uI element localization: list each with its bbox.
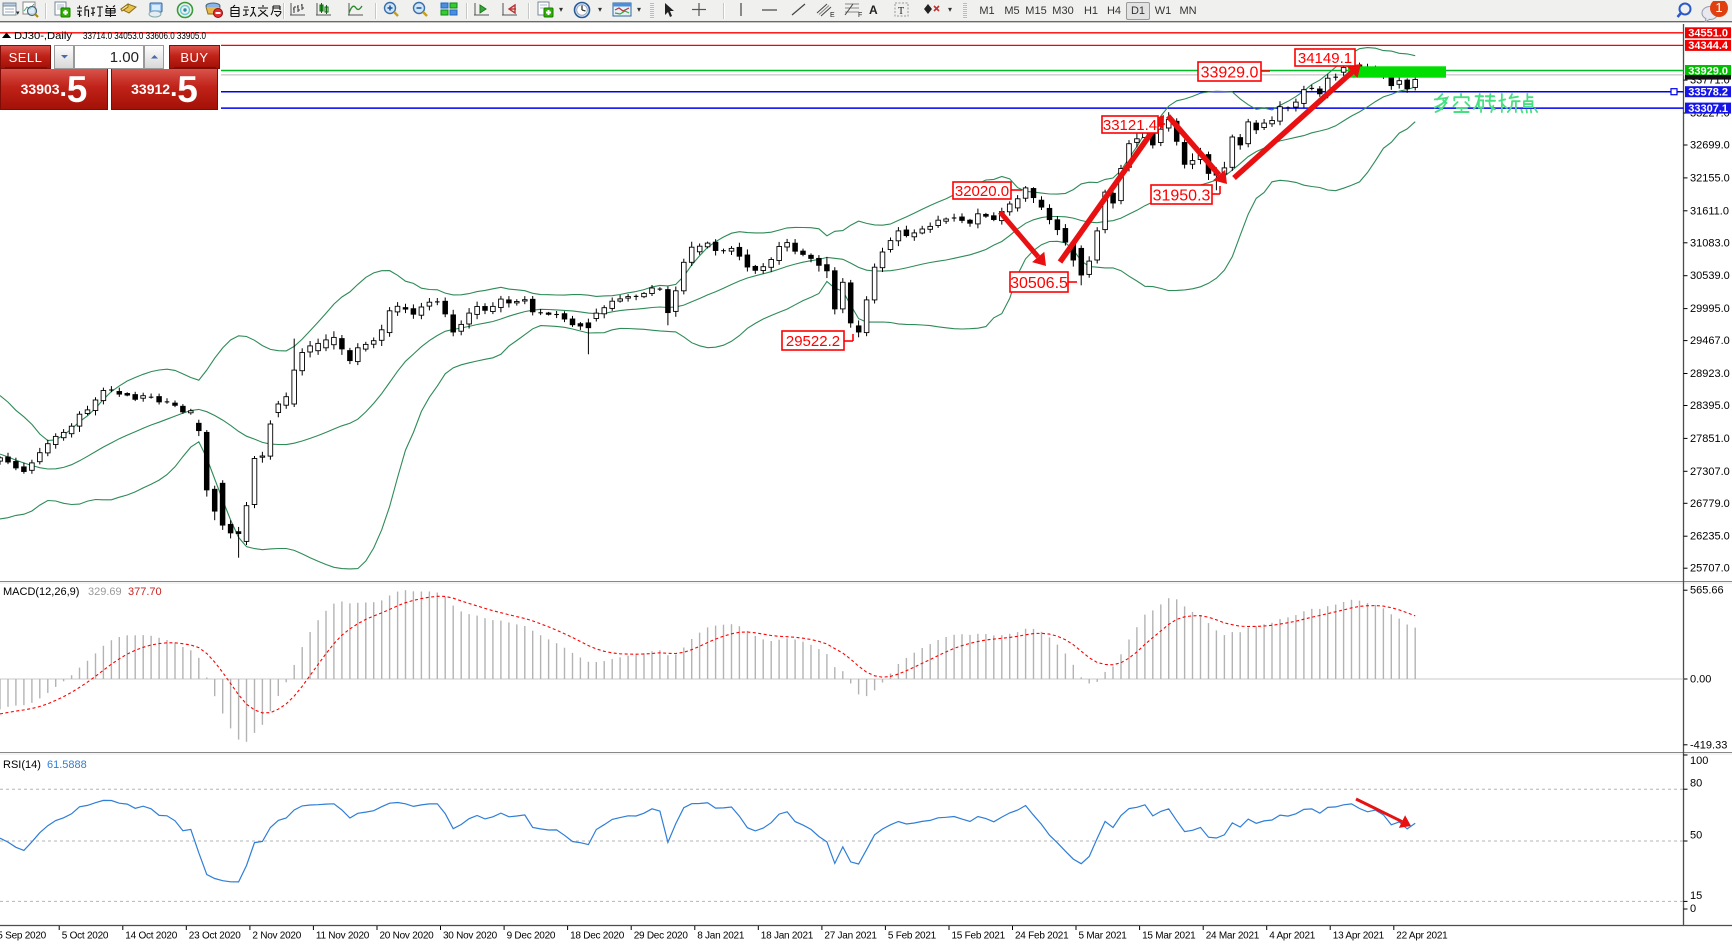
svg-text:27851.0: 27851.0 <box>1690 433 1730 445</box>
svg-text:24 Mar 2021: 24 Mar 2021 <box>1206 931 1260 942</box>
svg-text:33121.4: 33121.4 <box>1103 117 1157 134</box>
svg-text:MACD(12,26,9): MACD(12,26,9) <box>3 586 79 598</box>
svg-text:33714.0 34053.0 33606.0 33905.: 33714.0 34053.0 33606.0 33905.0 <box>83 30 206 42</box>
svg-text:RSI(14): RSI(14) <box>3 759 41 771</box>
svg-text:8 Jan 2021: 8 Jan 2021 <box>697 931 745 942</box>
svg-text:5 Mar 2021: 5 Mar 2021 <box>1079 931 1128 942</box>
svg-text:29995.0: 29995.0 <box>1690 303 1730 315</box>
svg-text:34149.1: 34149.1 <box>1298 50 1352 67</box>
svg-text:26235.0: 26235.0 <box>1690 531 1730 543</box>
svg-text:50: 50 <box>1690 830 1702 842</box>
svg-text:26779.0: 26779.0 <box>1690 498 1730 510</box>
svg-text:28395.0: 28395.0 <box>1690 400 1730 412</box>
svg-text:-419.33: -419.33 <box>1690 739 1727 751</box>
svg-text:23 Oct 2020: 23 Oct 2020 <box>189 931 241 942</box>
svg-text:5 Oct 2020: 5 Oct 2020 <box>62 931 109 942</box>
svg-text:31950.3: 31950.3 <box>1153 187 1211 204</box>
svg-text:15 Mar 2021: 15 Mar 2021 <box>1142 931 1196 942</box>
svg-text:13 Apr 2021: 13 Apr 2021 <box>1333 931 1385 942</box>
svg-text:30539.0: 30539.0 <box>1690 270 1730 282</box>
svg-text:565.66: 565.66 <box>1690 585 1724 597</box>
svg-text:29 Dec 2020: 29 Dec 2020 <box>634 931 689 942</box>
svg-text:30 Nov 2020: 30 Nov 2020 <box>443 931 498 942</box>
svg-text:11 Nov 2020: 11 Nov 2020 <box>316 931 370 942</box>
svg-text:DJ30-,Daily: DJ30-,Daily <box>14 30 73 42</box>
svg-text:32020.0: 32020.0 <box>955 183 1009 200</box>
svg-text:27307.0: 27307.0 <box>1690 466 1730 478</box>
svg-text:20 Nov 2020: 20 Nov 2020 <box>380 931 435 942</box>
svg-text:80: 80 <box>1690 778 1702 790</box>
svg-text:34551.0: 34551.0 <box>1688 28 1728 40</box>
svg-text:E: E <box>830 12 835 19</box>
svg-text:24 Feb 2021: 24 Feb 2021 <box>1015 931 1069 942</box>
svg-text:32155.0: 32155.0 <box>1690 172 1730 184</box>
svg-text:1: 1 <box>1715 1 1722 15</box>
svg-text:32699.0: 32699.0 <box>1690 140 1730 152</box>
svg-text:30506.5: 30506.5 <box>1010 275 1068 292</box>
svg-text:61.5888: 61.5888 <box>47 759 87 771</box>
svg-text:25 Sep 2020: 25 Sep 2020 <box>0 931 47 942</box>
svg-text:0: 0 <box>1690 903 1696 915</box>
svg-text:29522.2: 29522.2 <box>786 333 840 350</box>
svg-text:0.00: 0.00 <box>1690 674 1711 686</box>
svg-text:14 Oct 2020: 14 Oct 2020 <box>125 931 177 942</box>
svg-text:34344.4: 34344.4 <box>1688 40 1729 52</box>
svg-text:33307.1: 33307.1 <box>1688 103 1728 115</box>
svg-text:33578.2: 33578.2 <box>1688 87 1728 99</box>
svg-text:33929.0: 33929.0 <box>1201 64 1259 81</box>
svg-text:27 Jan 2021: 27 Jan 2021 <box>824 931 877 942</box>
svg-text:9 Dec 2020: 9 Dec 2020 <box>507 931 556 942</box>
svg-text:15 Feb 2021: 15 Feb 2021 <box>952 931 1006 942</box>
svg-text:31611.0: 31611.0 <box>1690 205 1729 217</box>
svg-text:31083.0: 31083.0 <box>1690 237 1730 249</box>
svg-text:5 Feb 2021: 5 Feb 2021 <box>888 931 937 942</box>
svg-text:18 Dec 2020: 18 Dec 2020 <box>570 931 625 942</box>
svg-text:33929.0: 33929.0 <box>1688 65 1728 77</box>
svg-text:T: T <box>898 6 904 17</box>
svg-text:25707.0: 25707.0 <box>1690 563 1730 575</box>
svg-text:F: F <box>858 12 862 19</box>
svg-text:22 Apr 2021: 22 Apr 2021 <box>1396 931 1448 942</box>
svg-text:4 Apr 2021: 4 Apr 2021 <box>1269 931 1316 942</box>
svg-text:28923.0: 28923.0 <box>1690 368 1730 380</box>
svg-text:2 Nov 2020: 2 Nov 2020 <box>252 931 301 942</box>
svg-text:29467.0: 29467.0 <box>1690 335 1730 347</box>
svg-text:329.69: 329.69 <box>88 586 122 598</box>
svg-text:377.70: 377.70 <box>128 586 162 598</box>
svg-text:15: 15 <box>1690 890 1702 902</box>
svg-text:18 Jan 2021: 18 Jan 2021 <box>761 931 814 942</box>
svg-text:100: 100 <box>1690 755 1708 767</box>
